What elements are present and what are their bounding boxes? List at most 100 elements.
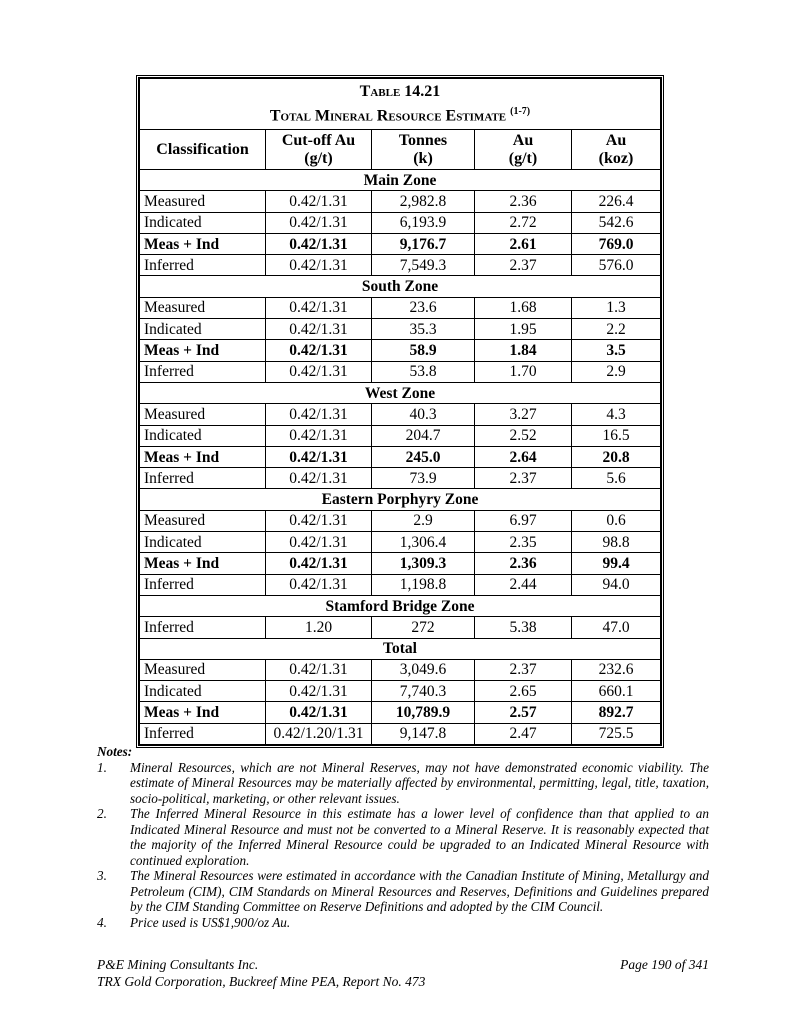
table-cell: Measured bbox=[139, 658, 266, 682]
page-number: Page 190 of 341 bbox=[620, 957, 709, 972]
table-cell: 2.37 bbox=[474, 467, 572, 490]
table-cell: 16.5 bbox=[571, 424, 661, 447]
table-row: Measured 0.42/1.31 23.6 1.68 1.3 bbox=[139, 296, 661, 320]
zone-header-row: South Zone bbox=[139, 275, 661, 298]
table-cell: 35.3 bbox=[371, 318, 475, 341]
table-cell: Inferred bbox=[139, 573, 266, 596]
table-cell: 0.42/1.31 bbox=[265, 296, 372, 320]
zone-header-row: Eastern Porphyry Zone bbox=[139, 488, 661, 511]
table-cell: 58.9 bbox=[371, 339, 475, 362]
table-cell: Measured bbox=[139, 190, 266, 213]
table-cell: 1.3 bbox=[571, 296, 661, 320]
table-cell: 9,176.7 bbox=[371, 232, 475, 256]
table-body: Main Zone Measured 0.42/1.31 2,982.8 2.36 226… bbox=[139, 168, 661, 746]
column-header: Au (g/t) bbox=[474, 129, 572, 170]
table-cell: 2,982.8 bbox=[371, 190, 475, 213]
table-cell: Meas + Ind bbox=[139, 445, 266, 469]
page-footer: P&E Mining Consultants Inc. TRX Gold Cor… bbox=[97, 956, 709, 990]
table-cell: 1.68 bbox=[474, 296, 572, 320]
table-cell: 0.42/1.31 bbox=[265, 445, 372, 469]
table-cell: 2.72 bbox=[474, 211, 572, 234]
table-row: Inferred 1.20 272 5.38 47.0 bbox=[139, 616, 661, 639]
column-header-line1: Classification bbox=[156, 140, 249, 158]
table-cell: 2.61 bbox=[474, 232, 572, 256]
note-text: Price used is US$1,900/oz Au. bbox=[130, 914, 291, 930]
column-header-line1: Cut-off Au bbox=[281, 131, 356, 149]
table-cell: 0.42/1.31 bbox=[265, 318, 372, 341]
table-cell: 73.9 bbox=[371, 467, 475, 490]
table-cell: 7,740.3 bbox=[371, 680, 475, 703]
table-cell: 1,306.4 bbox=[371, 531, 475, 554]
table-cell: Inferred bbox=[139, 467, 266, 490]
table-cell: 2.9 bbox=[371, 509, 475, 533]
table-cell: 245.0 bbox=[371, 445, 475, 469]
table-row: Indicated 0.42/1.31 35.3 1.95 2.2 bbox=[139, 318, 661, 341]
table-cell: Indicated bbox=[139, 531, 266, 554]
table-cell: Inferred bbox=[139, 616, 266, 639]
column-header-line2: (koz) bbox=[598, 149, 634, 167]
table-cell: 2.52 bbox=[474, 424, 572, 447]
table-cell: Meas + Ind bbox=[139, 232, 266, 256]
table-cell: Inferred bbox=[139, 722, 266, 746]
column-header: Classification bbox=[139, 129, 266, 170]
table-cell: 3.27 bbox=[474, 403, 572, 426]
table-cell: 0.42/1.31 bbox=[265, 360, 372, 383]
note-item: 3. The Mineral Resources were estimated i… bbox=[97, 868, 709, 915]
table-cell: 0.42/1.31 bbox=[265, 658, 372, 682]
note-number: 3. bbox=[97, 868, 107, 883]
table-cell: Indicated bbox=[139, 680, 266, 703]
table-row: Inferred 0.42/1.31 1,198.8 2.44 94.0 bbox=[139, 573, 661, 596]
notes-heading: Notes: bbox=[97, 744, 133, 759]
column-header-line1: Au bbox=[512, 131, 534, 149]
table-cell: 3,049.6 bbox=[371, 658, 475, 682]
table-cell: 1,198.8 bbox=[371, 573, 475, 596]
table-cell: 20.8 bbox=[571, 445, 661, 469]
table-row: Meas + Ind 0.42/1.31 10,789.9 2.57 892.7 bbox=[139, 701, 661, 724]
table-cell: 2.9 bbox=[571, 360, 661, 383]
note-number: 1. bbox=[97, 759, 107, 775]
table-cell: 0.6 bbox=[571, 509, 661, 533]
table-cell: 1.70 bbox=[474, 360, 572, 383]
zone-header-row: Total bbox=[139, 637, 661, 660]
footer-report: TRX Gold Corporation, Buckreef Mine PEA,… bbox=[97, 974, 426, 989]
table-cell: 725.5 bbox=[571, 722, 661, 746]
table-cell: Measured bbox=[139, 403, 266, 426]
note-text: The Inferred Mineral Resource in this es… bbox=[130, 806, 709, 868]
table-row: Indicated 0.42/1.31 7,740.3 2.65 660.1 bbox=[139, 680, 661, 703]
column-header-line2: (g/t) bbox=[304, 149, 333, 167]
table-cell: 98.8 bbox=[571, 531, 661, 554]
table-row: Indicated 0.42/1.31 6,193.9 2.72 542.6 bbox=[139, 211, 661, 234]
table-cell: 576.0 bbox=[571, 254, 661, 277]
table-cell: 769.0 bbox=[571, 232, 661, 256]
table-cell: 2.64 bbox=[474, 445, 572, 469]
table-cell: 40.3 bbox=[371, 403, 475, 426]
zone-header-row: West Zone bbox=[139, 381, 661, 405]
table-cell: 2.2 bbox=[571, 318, 661, 341]
table-cell: 53.8 bbox=[371, 360, 475, 383]
table-cell: 94.0 bbox=[571, 573, 661, 596]
table-cell: 0.42/1.31 bbox=[265, 254, 372, 277]
column-header: Cut-off Au (g/t) bbox=[265, 129, 372, 170]
table-cell: 5.6 bbox=[571, 467, 661, 490]
table-cell: 1.20 bbox=[265, 616, 372, 639]
table-cell: 2.57 bbox=[474, 701, 572, 724]
table-row: Measured 0.42/1.31 40.3 3.27 4.3 bbox=[139, 403, 661, 426]
table-cell: 0.42/1.31 bbox=[265, 211, 372, 234]
table-cell: 2.37 bbox=[474, 254, 572, 277]
note-number: 4. bbox=[97, 914, 107, 930]
table-number: Table 14.21 bbox=[359, 82, 441, 100]
table-cell: 0.42/1.31 bbox=[265, 424, 372, 447]
table-row: Meas + Ind 0.42/1.31 58.9 1.84 3.5 bbox=[139, 339, 661, 362]
table-cell: 6.97 bbox=[474, 509, 572, 533]
zone-header-row: Stamford Bridge Zone bbox=[139, 594, 661, 618]
table-cell: 2.44 bbox=[474, 573, 572, 596]
table-cell: Indicated bbox=[139, 318, 266, 341]
table-cell: 0.42/1.31 bbox=[265, 701, 372, 724]
table-cell: 0.42/1.31 bbox=[265, 190, 372, 213]
table-cell: 2.36 bbox=[474, 190, 572, 213]
table-cell: 0.42/1.31 bbox=[265, 232, 372, 256]
table-cell: 232.6 bbox=[571, 658, 661, 682]
column-header-line1: Au bbox=[605, 131, 627, 149]
table-row: Indicated 0.42/1.31 1,306.4 2.35 98.8 bbox=[139, 531, 661, 554]
table-cell: 2.36 bbox=[474, 552, 572, 575]
